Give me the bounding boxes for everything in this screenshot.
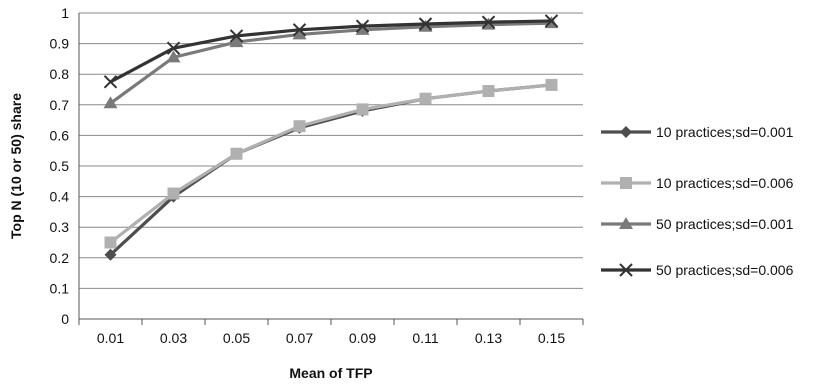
series-4-point xyxy=(229,29,244,43)
x-mark-stroke xyxy=(544,14,559,28)
series-2-line xyxy=(109,83,552,244)
series-2-point xyxy=(104,236,117,249)
y-tick-label: 0.2 xyxy=(50,250,70,266)
x-mark-stroke xyxy=(292,23,307,37)
x-tick-label: 0.15 xyxy=(538,330,565,346)
x-mark-stroke xyxy=(418,17,433,31)
series-4-point xyxy=(544,14,559,28)
x-mark-stroke xyxy=(481,15,496,29)
x-mark-stroke xyxy=(229,29,244,43)
series-2-point xyxy=(482,85,495,98)
x-mark-stroke xyxy=(166,41,181,55)
series-3-point xyxy=(103,96,118,109)
series-4-point xyxy=(481,15,496,29)
x-axis-label: Mean of TFP xyxy=(289,365,372,381)
y-tick-label: 0 xyxy=(61,311,69,327)
gridlines xyxy=(79,12,583,289)
series-4-point xyxy=(166,41,181,55)
y-tick-label: 0.1 xyxy=(50,280,70,296)
series-3-line xyxy=(109,21,552,105)
series-3-point xyxy=(166,50,181,63)
legend-label: 10 practices;sd=0.001 xyxy=(656,124,794,140)
legend-label: 50 practices;sd=0.001 xyxy=(656,216,794,232)
axes: 0 0.1 0.2 0.3 0.4 0.5 0.6 0.7 0.8 0.9 1 0.01 0.03 0.0… xyxy=(50,5,584,346)
legend-swatch-marker xyxy=(619,263,633,277)
x-tick-label: 0.09 xyxy=(349,330,376,346)
series-2-point xyxy=(230,147,243,160)
x-tick-label: 0.07 xyxy=(286,330,313,346)
y-tick-label: 1 xyxy=(61,5,69,21)
series-2-point xyxy=(356,103,369,116)
x-tick-label: 0.01 xyxy=(97,330,124,346)
series-2 xyxy=(104,78,558,249)
series-4 xyxy=(103,14,559,89)
legend-label: 10 practices;sd=0.006 xyxy=(656,175,794,191)
y-tick-label: 0.5 xyxy=(50,158,70,174)
legend-swatch-marker xyxy=(620,177,632,189)
y-tick-label: 0.8 xyxy=(50,66,70,82)
series-4-line xyxy=(109,19,552,84)
series-3-point xyxy=(229,35,244,48)
series-4-point xyxy=(103,75,118,89)
series-2-point xyxy=(167,187,180,200)
x-tick-label: 0.05 xyxy=(223,330,250,346)
series-4-point xyxy=(418,17,433,31)
series-4-point xyxy=(355,19,370,33)
series-1 xyxy=(104,78,558,261)
x-mark-stroke xyxy=(619,263,633,277)
series-2-point xyxy=(545,78,558,91)
series-3-point xyxy=(355,22,370,35)
legend-item: 50 practices;sd=0.006 xyxy=(601,262,794,278)
y-axis-label: Top N (10 or 50) share xyxy=(8,93,24,239)
series-1-line xyxy=(109,83,552,256)
legend-swatch-marker xyxy=(619,217,633,229)
legend-item: 50 practices;sd=0.001 xyxy=(601,216,794,232)
x-tick-label: 0.13 xyxy=(475,330,502,346)
legend-swatch-marker xyxy=(620,126,632,138)
y-tick-label: 0.3 xyxy=(50,219,70,235)
series-2-point xyxy=(419,92,432,105)
x-tick-label: 0.03 xyxy=(160,330,187,346)
legend-item: 10 practices;sd=0.001 xyxy=(601,124,794,140)
series-layer xyxy=(103,14,559,261)
legend: 10 practices;sd=0.001 10 practices;sd=0.0… xyxy=(601,124,794,278)
x-mark-stroke xyxy=(355,19,370,33)
y-tick-label: 0.4 xyxy=(50,189,70,205)
series-3-point xyxy=(292,27,307,40)
y-tick-label: 0.7 xyxy=(50,97,70,113)
series-4-point xyxy=(292,23,307,37)
legend-label: 50 practices;sd=0.006 xyxy=(656,262,794,278)
legend-item: 10 practices;sd=0.006 xyxy=(601,175,794,191)
y-tick-label: 0.9 xyxy=(50,36,70,52)
series-1-point xyxy=(104,248,117,261)
x-tick-label: 0.11 xyxy=(412,330,438,346)
y-tick-label: 0.6 xyxy=(50,127,70,143)
x-mark-stroke xyxy=(103,75,118,89)
series-2-point xyxy=(293,120,306,133)
